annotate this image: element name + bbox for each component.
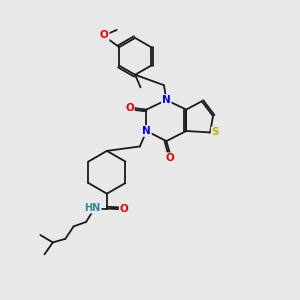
Text: O: O [125,103,134,113]
Text: S: S [212,128,219,137]
Text: N: N [162,95,171,105]
Text: HN: HN [85,203,101,213]
Text: O: O [166,153,174,163]
Text: O: O [100,30,109,40]
Text: O: O [120,204,128,214]
Text: N: N [142,126,151,136]
